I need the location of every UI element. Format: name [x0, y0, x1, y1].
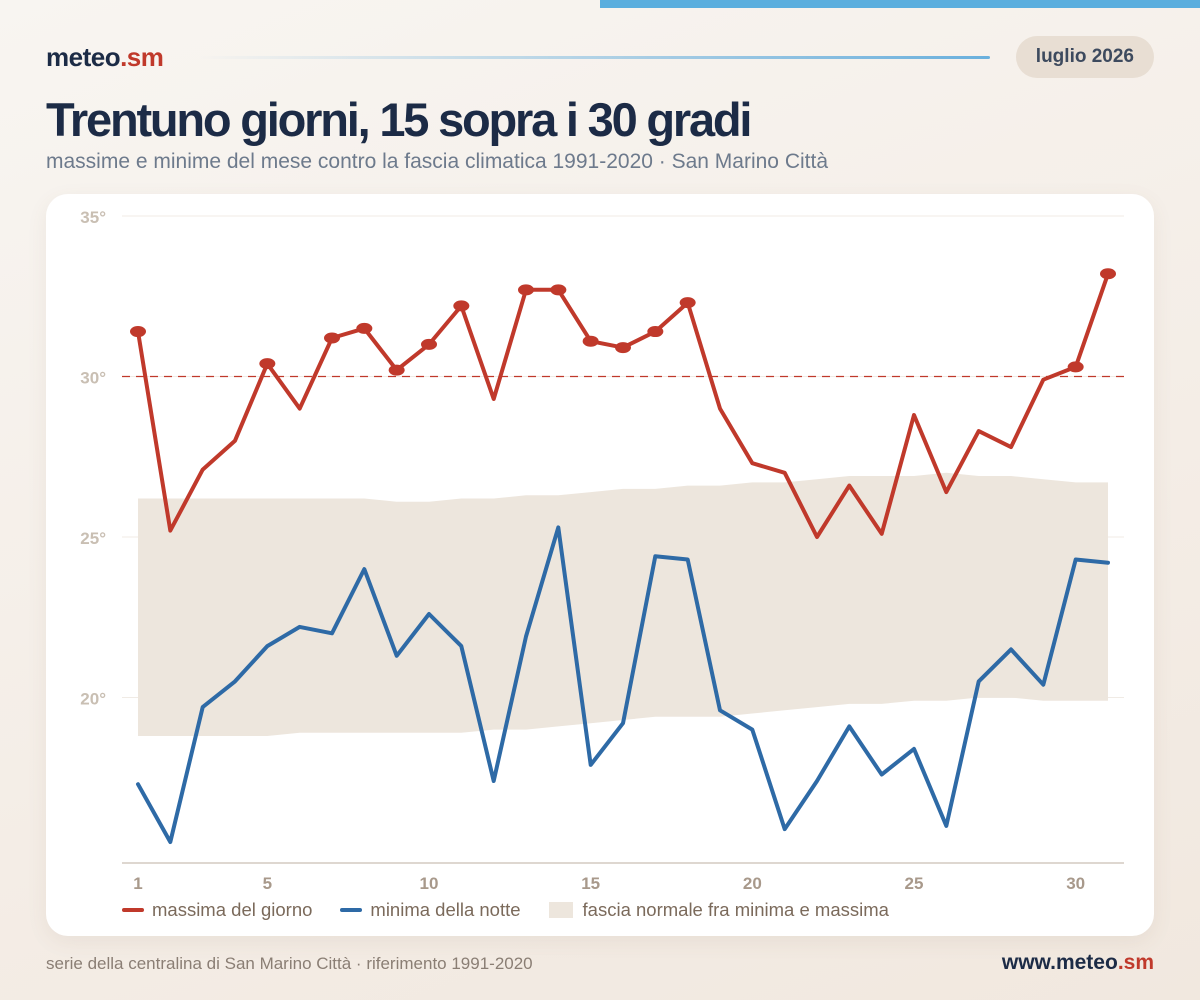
- y-tick-label: 20°: [80, 690, 106, 709]
- hot-day-marker: [1067, 361, 1084, 373]
- x-tick-label: 25: [905, 874, 924, 893]
- hot-day-marker: [130, 326, 146, 338]
- footer-source-note: serie della centralina di San Marino Cit…: [46, 954, 533, 973]
- hot-day-marker: [679, 297, 696, 309]
- legend-swatch-max: [122, 908, 144, 912]
- hot-day-marker: [453, 300, 470, 312]
- footer-website-link[interactable]: www.meteo.sm: [1001, 951, 1154, 974]
- legend-item-max: massima del giorno: [122, 899, 312, 921]
- hot-day-marker: [582, 335, 599, 347]
- hot-day-marker: [518, 284, 534, 296]
- y-tick-label: 35°: [80, 208, 106, 227]
- hot-day-marker: [388, 364, 405, 376]
- legend-item-min: minima della notte: [340, 899, 521, 921]
- header: meteo.sm luglio 2026: [46, 36, 1154, 80]
- hot-day-marker: [1100, 268, 1116, 280]
- hot-day-marker: [550, 284, 567, 296]
- temperature-chart: 20°25°30°35°1 5 10 15 20 25 30: [80, 208, 1124, 893]
- y-tick-label: 30°: [80, 369, 106, 388]
- top-accent-bar: [600, 0, 1200, 8]
- chart-legend: massima del giorno minima della notte fa…: [122, 898, 917, 922]
- brand-logo[interactable]: meteo.sm: [46, 42, 164, 72]
- x-tick-label: 15: [581, 874, 600, 893]
- legend-item-band: fascia normale fra minima e massima: [548, 899, 889, 921]
- x-tick-label: 10: [420, 874, 439, 893]
- legend-swatch-band: [548, 902, 573, 918]
- x-tick-label: 30: [1066, 874, 1085, 893]
- date-badge: luglio 2026: [1015, 36, 1154, 78]
- normal-band-area: [138, 472, 1108, 736]
- legend-label-min: minima della notte: [370, 899, 521, 920]
- x-tick-label: 5: [263, 874, 272, 893]
- hot-day-marker: [356, 322, 373, 334]
- series-line-min: [136, 525, 1110, 844]
- x-tick-label: 1: [133, 874, 142, 893]
- page-title: Trentuno giorni, 15 sopra i 30 gradi: [46, 93, 752, 146]
- chart-card: 20° 25° 30° 35° 1 5 10 15 20 25 30 massima del gio…: [46, 194, 1154, 936]
- hot-day-marker: [259, 358, 276, 370]
- legend-label-max: massima del giorno: [152, 899, 313, 920]
- hot-day-marker: [615, 342, 631, 354]
- hot-day-marker: [421, 338, 437, 350]
- y-tick-label: 25°: [80, 529, 106, 548]
- legend-label-band: fascia normale fra minima e massima: [582, 899, 889, 920]
- hot-day-marker: [324, 332, 340, 344]
- legend-swatch-min: [340, 908, 363, 912]
- x-tick-label: 20: [743, 874, 762, 893]
- hot-day-marker: [647, 326, 664, 338]
- page-subtitle: massime e minime del mese contro la fasc…: [46, 150, 828, 173]
- header-divider: [198, 56, 990, 59]
